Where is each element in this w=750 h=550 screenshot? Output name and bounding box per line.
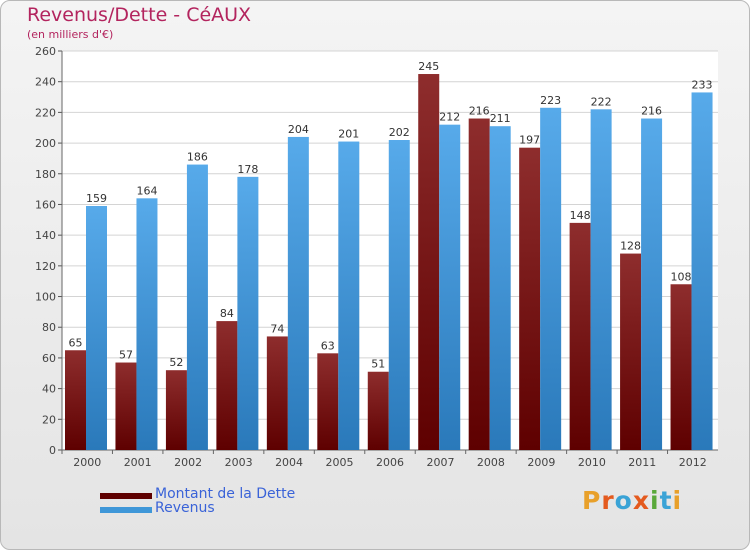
data-label-dette: 51	[371, 358, 385, 371]
bar-revenus	[489, 126, 511, 450]
bar-revenus	[186, 164, 208, 451]
data-label-dette: 63	[321, 339, 335, 352]
proxiti-logo: Proxiti	[582, 486, 682, 515]
bar-dette	[216, 321, 238, 450]
y-tick-label: 200	[35, 137, 56, 150]
data-label-dette: 84	[220, 307, 234, 320]
data-label-revenus: 211	[490, 112, 511, 125]
data-label-revenus: 201	[338, 128, 359, 141]
legend-swatch-dette	[100, 493, 152, 499]
data-label-dette: 128	[620, 240, 641, 253]
bar-dette	[115, 362, 137, 450]
bar-dette	[266, 336, 288, 450]
x-tick-label: 2005	[326, 456, 354, 469]
x-tick-label: 2009	[527, 456, 555, 469]
legend-swatch-revenus	[100, 507, 152, 513]
bar-dette	[670, 284, 692, 450]
data-label-revenus: 233	[692, 78, 713, 91]
bar-revenus	[540, 107, 562, 451]
bar-revenus	[237, 176, 259, 451]
logo-letter: i	[650, 486, 660, 515]
logo-letter: r	[601, 486, 615, 515]
x-tick-label: 2006	[376, 456, 404, 469]
y-tick-label: 220	[35, 106, 56, 119]
x-tick-label: 2002	[174, 456, 202, 469]
y-tick-label: 0	[49, 444, 56, 457]
data-label-revenus: 178	[237, 163, 258, 176]
x-tick-label: 2010	[578, 456, 606, 469]
bar-revenus	[691, 92, 713, 450]
bar-dette	[165, 370, 187, 450]
bar-dette	[519, 147, 541, 450]
data-label-revenus: 222	[591, 95, 612, 108]
data-label-dette: 74	[270, 322, 284, 335]
bar-dette	[620, 253, 642, 450]
data-label-revenus: 216	[641, 105, 662, 118]
logo-letter: i	[672, 486, 683, 515]
legend-label-dette: Montant de la Dette	[155, 486, 296, 502]
x-tick-label: 2004	[275, 456, 303, 469]
y-tick-label: 80	[42, 321, 56, 334]
bar-layer	[65, 74, 713, 451]
bar-revenus	[641, 118, 663, 451]
x-tick-label: 2001	[124, 456, 152, 469]
y-tick-label: 240	[35, 76, 56, 89]
bar-dette	[367, 371, 389, 450]
legend-label-revenus: Revenus	[155, 500, 215, 516]
y-tick-label: 100	[35, 291, 56, 304]
data-label-dette: 197	[519, 134, 540, 147]
y-tick-label: 120	[35, 260, 56, 273]
data-label-revenus: 212	[439, 111, 460, 124]
bar-dette	[468, 118, 490, 451]
data-label-dette: 108	[671, 270, 692, 283]
logo-letter: t	[659, 486, 673, 515]
x-tick-label: 2012	[679, 456, 707, 469]
data-label-dette: 52	[169, 356, 183, 369]
chart-subtitle: (en milliers d'€)	[27, 28, 114, 41]
data-label-revenus: 159	[86, 192, 107, 205]
data-label-dette: 245	[418, 60, 439, 73]
x-tick-label: 2008	[477, 456, 505, 469]
y-tick-label: 20	[42, 413, 56, 426]
bar-revenus	[86, 205, 107, 450]
y-tick-label: 60	[42, 352, 56, 365]
logo-letter: P	[582, 486, 602, 515]
bar-dette	[65, 350, 86, 450]
bar-dette	[569, 222, 591, 450]
label-layer: 0 20 40 60 80 100 120 140 160 180 200 220 240 260 65 15…	[35, 45, 713, 469]
x-tick-label: 2003	[225, 456, 253, 469]
x-tick-label: 2000	[73, 456, 101, 469]
bar-revenus	[590, 109, 612, 451]
y-tick-label: 180	[35, 168, 56, 181]
bar-revenus	[439, 124, 461, 451]
data-label-revenus: 204	[288, 123, 309, 136]
y-tick-label: 140	[35, 229, 56, 242]
bar-revenus	[136, 198, 158, 450]
data-label-dette: 57	[119, 349, 133, 362]
data-label-revenus: 164	[136, 184, 157, 197]
data-label-dette: 65	[69, 336, 83, 349]
y-tick-label: 40	[42, 383, 56, 396]
bar-chart: 0 20 40 60 80 100 120 140 160 180 200 220 240 260 65 15…	[35, 45, 718, 469]
data-label-revenus: 186	[187, 151, 208, 164]
bar-revenus	[388, 140, 410, 450]
logo-letter: x	[632, 486, 650, 515]
data-label-revenus: 202	[389, 126, 410, 139]
logo-letter: o	[614, 486, 633, 515]
y-tick-label: 160	[35, 198, 56, 211]
data-label-dette: 216	[469, 105, 490, 118]
data-label-dette: 148	[570, 209, 591, 222]
data-label-revenus: 223	[540, 94, 561, 107]
bar-dette	[317, 353, 339, 450]
bar-dette	[418, 74, 440, 451]
x-tick-label: 2007	[426, 456, 454, 469]
chart-title: Revenus/Dette - CéAUX	[27, 4, 252, 26]
x-tick-label: 2011	[628, 456, 656, 469]
y-tick-label: 260	[35, 45, 56, 58]
bar-revenus	[338, 141, 360, 451]
bar-revenus	[287, 136, 309, 450]
